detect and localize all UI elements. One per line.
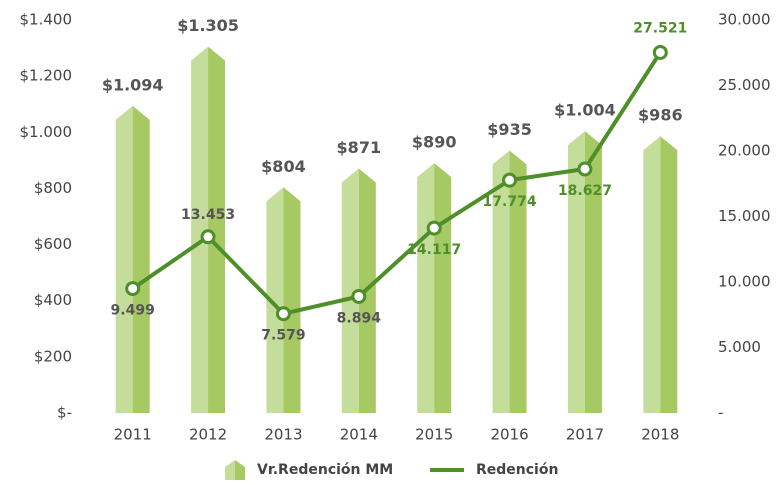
bar-face-left — [492, 150, 510, 413]
bar — [266, 187, 301, 413]
x-tick-label: 2011 — [114, 426, 152, 444]
bar-face-left — [115, 105, 133, 414]
line-value-label: 9.499 — [111, 303, 155, 319]
bar-face-left — [341, 168, 359, 413]
legend-swatch — [235, 460, 245, 480]
x-tick-label: 2012 — [189, 426, 227, 444]
line-value-label: 17.774 — [483, 194, 537, 210]
y-tick-label: $1.000 — [20, 123, 73, 141]
x-tick-label: 2017 — [566, 426, 604, 444]
line-point — [351, 288, 367, 304]
bar-face-right — [283, 187, 301, 413]
legend-swatch — [225, 460, 235, 480]
bar-value-label: $804 — [261, 157, 306, 176]
x-tick-label: 2016 — [490, 426, 528, 444]
bar — [115, 105, 150, 414]
line-point — [200, 229, 216, 245]
line-value-label: 13.453 — [181, 207, 235, 223]
y-tick-label: $- — [57, 404, 72, 422]
bar-face-right — [584, 131, 602, 414]
bar-face-left — [567, 131, 585, 414]
bar-face-right — [660, 136, 678, 414]
bar-value-label: $890 — [412, 133, 457, 152]
bar-value-label: $935 — [487, 120, 532, 139]
line-value-label: 27.521 — [633, 20, 687, 36]
line-value-label: 8.894 — [337, 310, 382, 326]
x-tick-label: 2015 — [415, 426, 453, 444]
y2-tick-label: 5.000 — [718, 338, 761, 356]
bar — [492, 150, 527, 413]
y-tick-label: $200 — [34, 347, 72, 365]
y2-tick-label: - — [718, 404, 723, 422]
line-point — [652, 44, 668, 60]
y-tick-label: $1.400 — [20, 11, 73, 29]
bar-face-left — [266, 187, 284, 413]
y2-tick-label: 30.000 — [718, 11, 771, 29]
bar — [417, 163, 452, 413]
y-tick-label: $600 — [34, 235, 72, 253]
bar-value-label: $1.305 — [177, 16, 239, 35]
legend-label: Redención — [476, 462, 558, 478]
line-point — [502, 172, 518, 188]
bar-face-right — [434, 163, 452, 413]
x-tick-label: 2014 — [340, 426, 378, 444]
x-tick-label: 2013 — [264, 426, 302, 444]
bar — [567, 131, 602, 414]
bar-value-label: $1.094 — [102, 75, 164, 94]
y-tick-label: $800 — [34, 179, 72, 197]
y-tick-label: $400 — [34, 291, 72, 309]
line-point — [275, 306, 291, 322]
bar-face-left — [191, 46, 209, 414]
line-point — [426, 220, 442, 236]
bar-value-label: $1.004 — [554, 101, 616, 120]
y-tick-label: $1.200 — [20, 67, 73, 85]
bar-face-right — [509, 150, 527, 413]
bar-face-right — [132, 105, 150, 414]
bar-value-label: $871 — [337, 138, 382, 157]
line-point — [577, 161, 593, 177]
bar-face-left — [643, 136, 661, 414]
y2-tick-label: 20.000 — [718, 142, 771, 160]
y2-tick-label: 15.000 — [718, 207, 771, 225]
bar — [643, 136, 678, 414]
y2-tick-label: 10.000 — [718, 273, 771, 291]
bar-face-right — [208, 46, 226, 414]
x-tick-label: 2018 — [641, 426, 679, 444]
line-point — [125, 281, 141, 297]
line — [131, 51, 662, 316]
legend-label: Vr.Redención MM — [257, 462, 393, 478]
bar — [191, 46, 226, 414]
bar-face-left — [417, 163, 435, 413]
line-value-label: 18.627 — [558, 183, 612, 199]
y2-tick-label: 25.000 — [718, 76, 771, 94]
line-value-label: 7.579 — [261, 328, 305, 344]
bar-value-label: $986 — [638, 106, 683, 125]
line-value-label: 14.117 — [407, 242, 461, 258]
